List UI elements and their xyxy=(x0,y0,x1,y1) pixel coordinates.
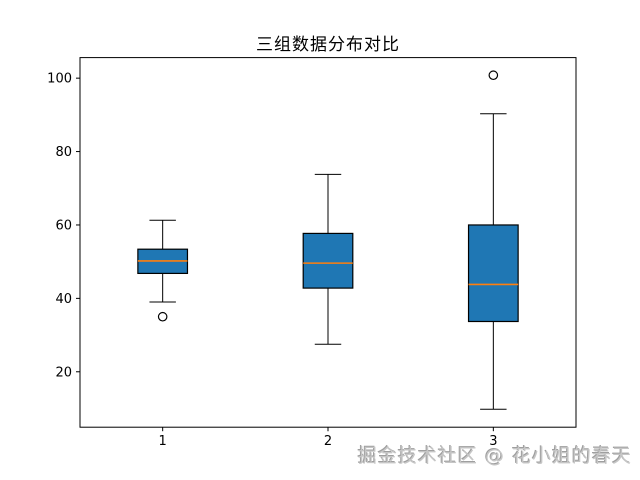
x-tick-label: 3 xyxy=(489,434,497,449)
y-tick-label: 60 xyxy=(55,218,72,233)
outlier-point xyxy=(488,70,499,81)
iqr-box xyxy=(467,224,519,323)
iqr-box xyxy=(302,232,354,289)
chart-title: 三组数据分布对比 xyxy=(256,35,400,55)
y-tick-label: 80 xyxy=(55,145,72,160)
y-tick-label: 20 xyxy=(55,365,72,380)
watermark-text: 掘金技术社区 @ 花小姐的春天 xyxy=(357,445,632,467)
outlier-point xyxy=(157,311,168,322)
x-tick-label: 2 xyxy=(324,434,332,449)
x-tick-label: 1 xyxy=(159,434,167,449)
y-tick-label: 40 xyxy=(55,292,72,307)
y-tick-label: 100 xyxy=(47,72,72,87)
